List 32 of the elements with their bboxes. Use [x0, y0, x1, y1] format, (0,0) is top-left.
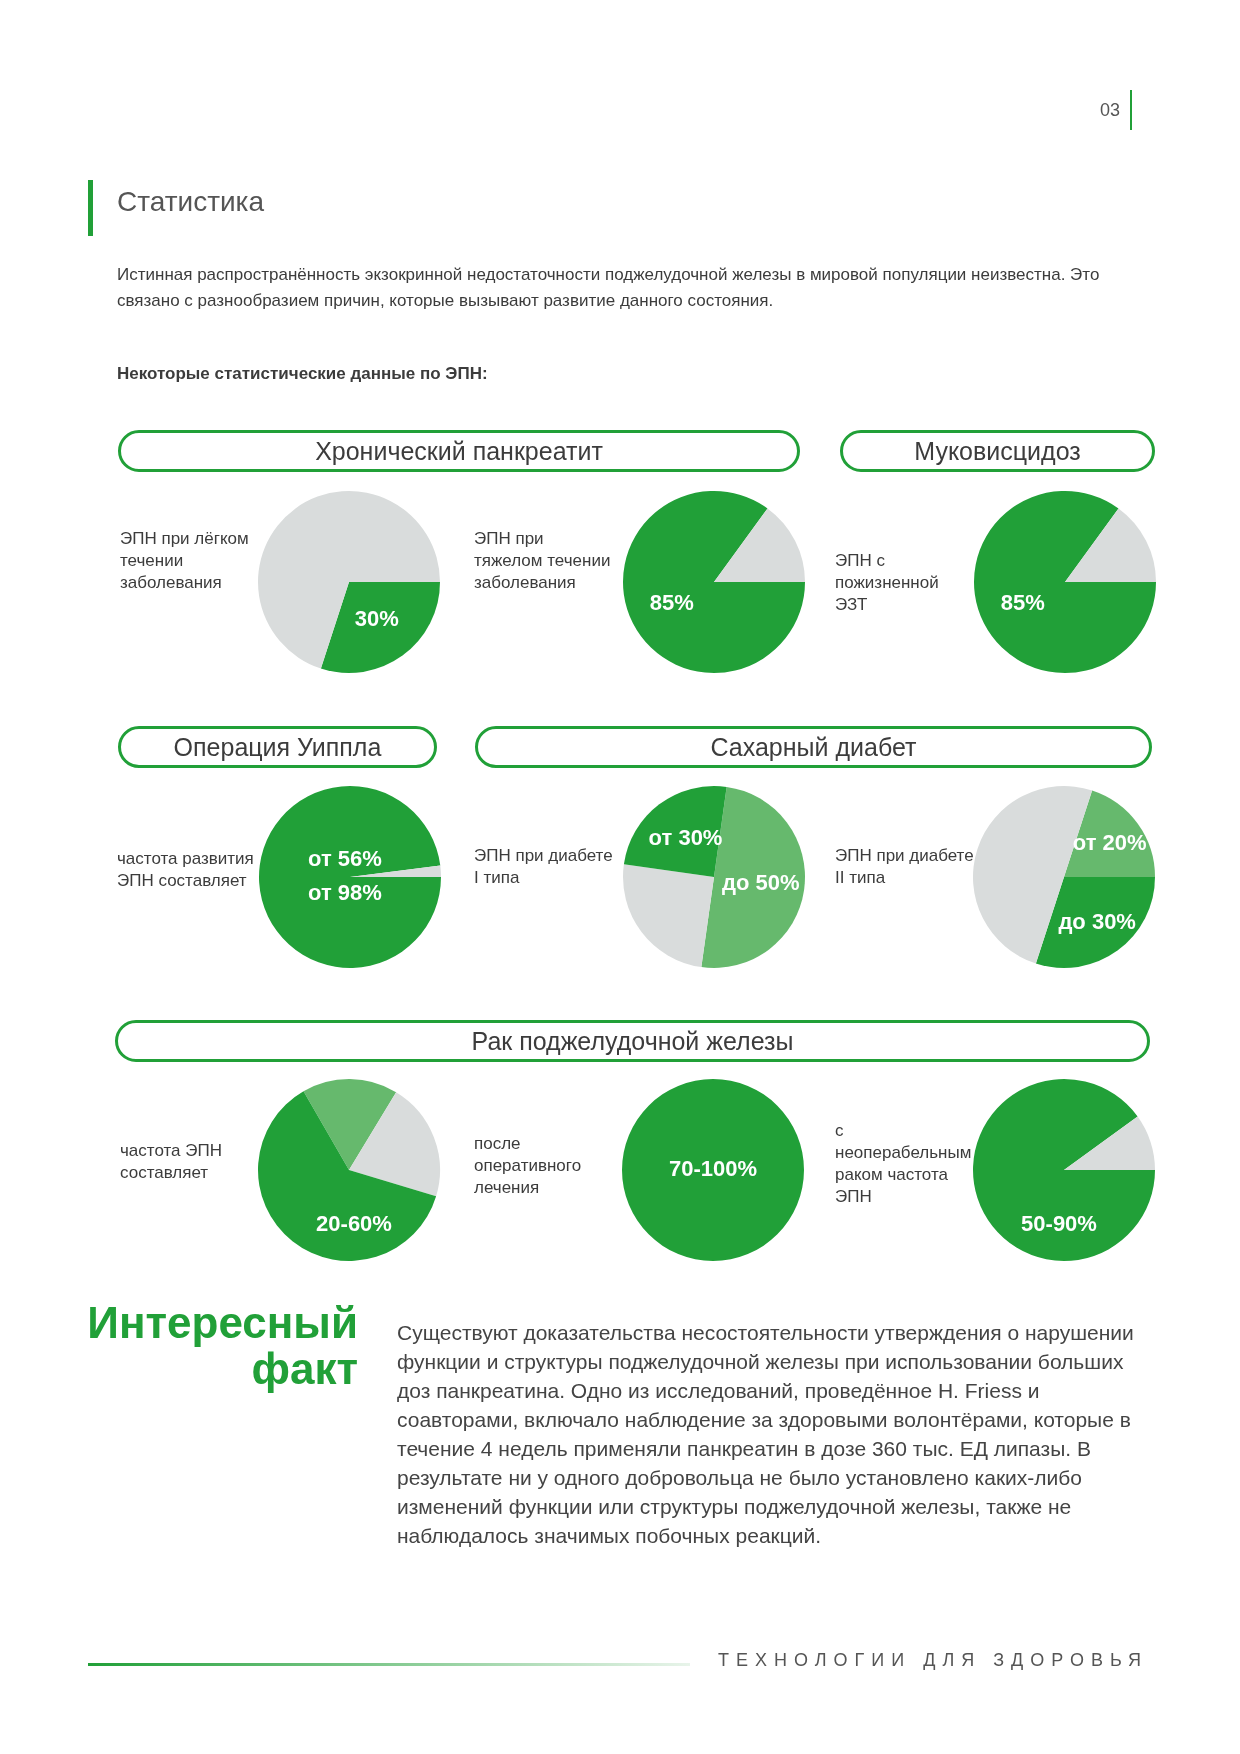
- text: ЭПН с пожизненной ЭЗТ: [835, 550, 940, 616]
- text: Муковисцидоз: [840, 430, 1155, 472]
- text: ЭПН при диабете I типа: [474, 845, 614, 889]
- data-label: 85%: [649, 589, 694, 615]
- text: 50-90%: [1021, 1211, 1097, 1237]
- data-label: до 30%: [1058, 908, 1136, 934]
- text: Рак поджелудочной железы: [115, 1020, 1150, 1062]
- text: Сахарный диабет: [475, 726, 1152, 768]
- text: Хронический панкреатит: [118, 430, 800, 472]
- text: частота развития ЭПН составляет: [117, 848, 255, 892]
- text: частота ЭПН составляет: [120, 1140, 223, 1184]
- text: с неоперабельным раком частота ЭПН: [835, 1120, 972, 1208]
- text: ТЕХНОЛОГИИ ДЛЯ ЗДОРОВЬЯ: [718, 1650, 1148, 1671]
- text: 03: [1100, 90, 1133, 130]
- text: Операция Уиппла: [118, 726, 437, 768]
- data-label: 30%: [354, 606, 399, 632]
- text: от 56%: [308, 846, 382, 872]
- text: Истинная распространённость экзокринной недостаточности поджелудочной железы в мировой популяции неизвестна. Это связано с разнообразием причин, которые вызывают развитие данного состояния.: [117, 264, 1101, 312]
- text: ЭПН при диабете II типа: [835, 845, 975, 889]
- text: 70-100%: [668, 1156, 758, 1182]
- text: Статистика: [117, 186, 265, 218]
- text: Существуют доказательства несостоятельности утверждения о нарушении функции и структуры поджелудочной железы при использовании больших доз панкреатина. Одно из исследований, проведённое H. Friess и соавторами, включало наблюдение за здоровыми волонтёрами, которые в течение 4 недель применяли панкреатин в дозе 360 тыс. ЕД липазы. В результате ни у одного добровольца не было установлено каких-либо изменений функции или структуры поджелудочной железы, также не наблюдалось значимых побочных реакций.: [397, 1320, 1135, 1549]
- text: ЭПН при тяжелом течении заболевания: [474, 528, 612, 594]
- text: ЭПН при лёгком течении заболевания: [120, 528, 250, 594]
- data-label: 85%: [1000, 589, 1045, 615]
- text: Некоторые статистические данные по ЭПН:: [117, 364, 488, 384]
- text: 20-60%: [316, 1211, 392, 1237]
- data-label: от 30%: [648, 825, 723, 851]
- text: Интересный факт: [86, 1298, 358, 1393]
- data-label: до 50%: [722, 869, 800, 895]
- text: от 98%: [308, 880, 382, 906]
- text: после оперативного лечения: [474, 1133, 583, 1199]
